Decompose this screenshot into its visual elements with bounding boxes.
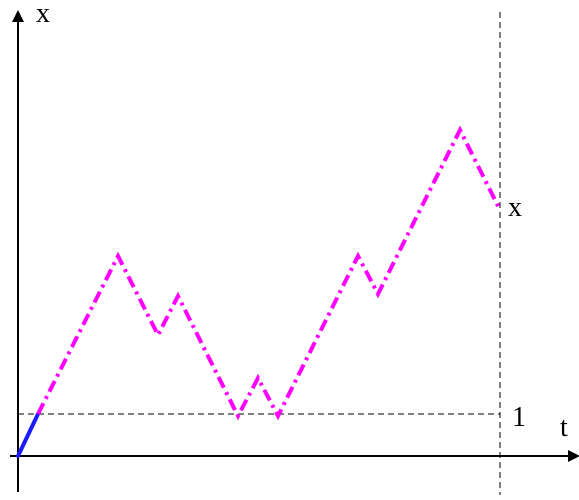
x-axis-label: t [560,412,568,443]
endpoint-label: x [508,192,522,223]
initial-segment [16,412,40,458]
random-walk-path [36,125,502,421]
level-one-label: 1 [512,402,526,433]
y-axis-label: x [36,0,50,29]
